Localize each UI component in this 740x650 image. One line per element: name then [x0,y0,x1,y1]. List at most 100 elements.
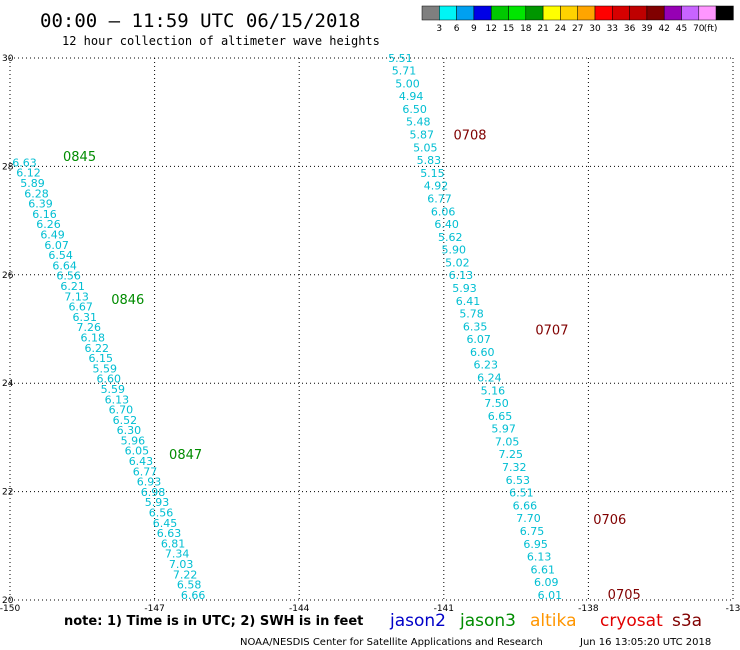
wave-height-label: 5.89 [20,177,45,190]
wave-height-label: 5.97 [491,423,516,436]
wave-height-label: 7.70 [516,512,541,525]
generation-timestamp: Jun 16 13:05:20 UTC 2018 [579,637,711,648]
wave-height-label: 6.43 [129,455,154,468]
wave-height-label: 6.35 [463,320,488,333]
wave-height-label: 6.70 [109,404,134,417]
color-scale-label: 33 [607,24,618,34]
wave-height-label: 4.94 [399,90,424,103]
wave-height-label: 6.16 [32,208,57,221]
x-tick-label: -13 [726,604,740,614]
wave-height-label: 6.60 [470,346,495,359]
color-swatch [681,5,700,21]
satellite-legend-s3a: s3a [672,611,702,631]
wave-height-label: 6.49 [40,228,65,241]
wave-height-label: 6.01 [538,589,563,602]
wave-height-label: 6.09 [534,576,559,589]
wave-height-label: 4.92 [424,180,449,193]
wave-height-label: 6.40 [434,218,459,231]
wave-height-label: 6.66 [181,589,206,602]
wave-height-label: 6.56 [56,270,81,283]
wave-height-label: 6.77 [133,465,158,478]
credit-line: NOAA/NESDIS Center for Satellite Applica… [240,637,543,648]
wave-height-label: 6.15 [89,352,114,365]
wave-height-label: 5.15 [420,167,445,180]
color-scale-label: 18 [520,24,532,34]
wave-height-label: 6.75 [520,525,545,538]
color-scale-label: 70 [693,24,705,34]
wave-height-label: 5.48 [406,116,431,129]
y-tick-label: 30 [2,54,14,64]
satellite-legend-jason3: jason3 [459,611,516,631]
color-swatch [456,5,475,21]
satellite-legend-altika: altika [530,611,577,631]
color-scale-label: 24 [555,24,567,34]
chart-subtitle: 12 hour collection of altimeter wave hei… [62,34,380,48]
wave-height-label: 5.93 [145,496,170,509]
wave-height-label: 5.93 [452,282,477,295]
wave-height-label: 6.61 [530,563,555,576]
color-swatch [698,5,717,21]
color-swatch [629,5,648,21]
wave-height-label: 5.78 [459,308,484,321]
color-swatch [421,5,440,21]
wave-height-label: 6.39 [28,198,53,211]
wave-height-label: 7.22 [173,568,198,581]
wave-height-label: 6.13 [449,269,474,282]
color-scale-label: 27 [572,24,583,34]
wave-height-label: 7.25 [498,448,523,461]
wave-height-label: 6.77 [427,192,452,205]
wave-height-label: 6.98 [141,486,166,499]
wave-height-label: 5.59 [93,362,118,375]
color-swatch [646,5,665,21]
wave-height-label: 7.50 [484,397,509,410]
wave-height-label: 7.34 [165,548,190,561]
wave-height-label: 6.54 [48,249,73,262]
wave-height-label: 6.66 [513,499,538,512]
chart-title: 00:00 — 11:59 UTC 06/15/2018 [40,10,360,32]
wave-height-label: 5.83 [417,154,442,167]
wave-height-label: 5.62 [438,231,463,244]
color-scale-label: 21 [537,24,548,34]
y-tick-label: 22 [2,488,13,498]
wave-height-label: 5.71 [392,65,417,78]
wave-height-label: 6.21 [60,280,85,293]
x-tick-label: -141 [434,604,454,614]
wave-height-label: 6.07 [466,333,491,346]
wave-height-label: 6.45 [153,517,178,530]
track-jason3: 6.636.125.896.286.396.166.266.496.076.54… [12,150,205,602]
wave-height-label: 6.30 [117,424,142,437]
wave-height-label: 7.32 [502,461,527,474]
wave-height-label: 5.16 [481,384,506,397]
wave-height-label: 6.60 [97,373,122,386]
color-scale-label: 42 [658,24,669,34]
pass-time-label: 0705 [608,588,641,603]
wave-height-label: 5.90 [442,244,467,257]
pass-time-label: 0846 [111,293,144,308]
wave-height-label: 5.96 [121,434,146,447]
wave-height-label: 6.13 [527,551,552,564]
color-scale-legend: 3 6 9 12 15 18 21 24 27 30 33 36 39 42 45 70 (ft) [421,5,734,34]
color-swatch [594,5,613,21]
wave-height-label: 6.58 [177,579,202,592]
wave-height-label: 5.00 [395,77,420,90]
wave-height-label: 6.12 [16,167,41,180]
color-scale-label: 36 [624,24,636,34]
satellite-legend: jason2 jason3 altika cryosat s3a [389,611,702,631]
x-tick-label: -150 [0,604,20,614]
color-swatch [715,5,734,21]
wave-height-label: 6.64 [52,259,77,272]
wave-height-label: 7.03 [169,558,194,571]
wave-height-label: 6.23 [474,359,499,372]
x-tick-label: -144 [289,604,310,614]
wave-height-label: 6.28 [24,187,49,200]
wave-height-label: 6.26 [36,218,61,231]
color-swatch [525,5,544,21]
wave-height-label: 5.02 [445,256,470,269]
color-swatch [508,5,527,21]
color-scale-label: 6 [454,24,460,34]
color-scale-label: 30 [589,24,601,34]
wave-height-label: 6.22 [85,342,110,355]
y-tick-label: 20 [2,596,14,606]
wave-height-label: 6.56 [149,507,174,520]
